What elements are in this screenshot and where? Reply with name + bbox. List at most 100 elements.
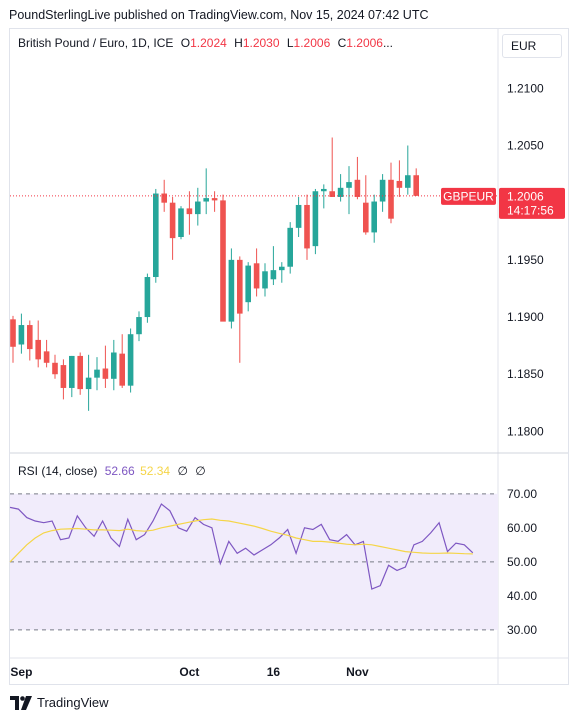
currency-button[interactable]: EUR: [502, 34, 562, 58]
candle-body: [270, 270, 277, 280]
candle-body: [178, 208, 184, 237]
candle-body: [94, 369, 100, 378]
candle: [312, 188, 319, 255]
candle: [77, 352, 83, 395]
candle-body: [69, 355, 75, 388]
time-tick-label: Oct: [179, 665, 199, 679]
time-tick-label: Nov: [346, 665, 369, 679]
candle-body: [354, 179, 361, 197]
footer[interactable]: TradingView: [10, 695, 109, 710]
price-tick-label: 1.1950: [507, 253, 544, 267]
candle: [220, 194, 226, 322]
candle-body: [203, 198, 209, 202]
candle: [228, 248, 235, 329]
candle: [52, 354, 58, 379]
candle-body: [35, 339, 41, 360]
candle: [354, 156, 361, 200]
rsi-tick-label: 30.00: [507, 623, 537, 637]
candle: [346, 166, 352, 215]
candle-body: [111, 352, 117, 379]
candle-body: [60, 365, 67, 388]
rsi-legend: RSI (14, close) 52.66 52.34 ∅ ∅: [18, 464, 206, 478]
price-tick-label: 1.1850: [507, 367, 544, 381]
candle-body: [43, 351, 50, 363]
symbol-tag-bg: [441, 187, 496, 205]
rsi-tick-label: 40.00: [507, 589, 537, 603]
candle-body: [10, 319, 16, 347]
candle: [169, 196, 176, 260]
candle-body: [312, 191, 319, 247]
open-label: O: [180, 36, 191, 50]
candle-body: [279, 266, 285, 271]
price-tag-value: 1.2006: [507, 189, 544, 203]
price-tag-bg: [499, 187, 565, 219]
time-tick-label: 16: [267, 665, 281, 679]
candle: [127, 328, 134, 393]
candle-body: [211, 198, 218, 201]
candle: [245, 262, 251, 312]
candle: [379, 174, 386, 212]
candle-body: [27, 325, 33, 350]
candle: [195, 187, 201, 226]
candle: [94, 357, 100, 391]
candle-body: [295, 204, 302, 228]
candle-body: [161, 193, 167, 203]
candle: [270, 246, 277, 286]
published-caption: PoundSterlingLive published on TradingVi…: [9, 8, 429, 22]
candle-body: [363, 202, 369, 233]
candle-body: [144, 277, 151, 318]
high-value: 1.2030: [242, 36, 280, 50]
candle-body: [237, 259, 243, 314]
candle: [161, 179, 167, 212]
candle: [321, 184, 327, 209]
candle: [337, 174, 344, 202]
rsi-tick-label: 50.00: [507, 555, 537, 569]
candle: [10, 315, 16, 363]
candle: [60, 359, 67, 400]
symbol-tag-label: GBPEUR: [443, 189, 494, 203]
candle: [371, 194, 377, 243]
high-label: H: [234, 36, 243, 50]
candle: [413, 168, 419, 196]
price-legend: British Pound / Euro, 1D, ICE O1.2024 H1…: [18, 36, 393, 50]
candle: [262, 263, 268, 297]
candle: [136, 311, 142, 342]
candle-body: [169, 202, 176, 239]
candle: [363, 175, 369, 235]
rsi-value: 52.66: [104, 464, 135, 478]
candle-body: [379, 179, 386, 202]
rsi-na-1: ∅: [177, 464, 188, 478]
price-tick-label: 1.1900: [507, 310, 544, 324]
candles: [10, 137, 498, 411]
candle-body: [337, 187, 344, 197]
candle-body: [85, 377, 92, 390]
candle-body: [405, 175, 411, 188]
chart-frame: [9, 28, 569, 685]
candle: [43, 339, 50, 368]
rsi-lines: [9, 503, 474, 590]
candle: [102, 345, 109, 388]
candle: [396, 160, 403, 197]
close-label: C: [337, 36, 347, 50]
candle: [186, 191, 193, 235]
candle-body: [119, 353, 125, 386]
price-tick-label: 1.2100: [507, 81, 544, 95]
candle-body: [287, 227, 293, 267]
candle: [119, 334, 125, 388]
candle-body: [228, 259, 235, 322]
candle-body: [102, 368, 109, 379]
time-tick-label: Sep: [10, 665, 32, 679]
candle: [35, 320, 41, 368]
candle: [27, 320, 33, 361]
candle-body: [371, 201, 377, 233]
candle: [153, 188, 159, 283]
candle-body: [245, 265, 251, 303]
price-tick-label: 1.1800: [507, 424, 544, 438]
candle-body: [153, 193, 159, 278]
candle-body: [220, 200, 226, 322]
candle-body: [52, 362, 58, 375]
candle: [69, 355, 75, 398]
rsi-tick-label: 70.00: [507, 487, 537, 501]
candle: [178, 206, 184, 240]
